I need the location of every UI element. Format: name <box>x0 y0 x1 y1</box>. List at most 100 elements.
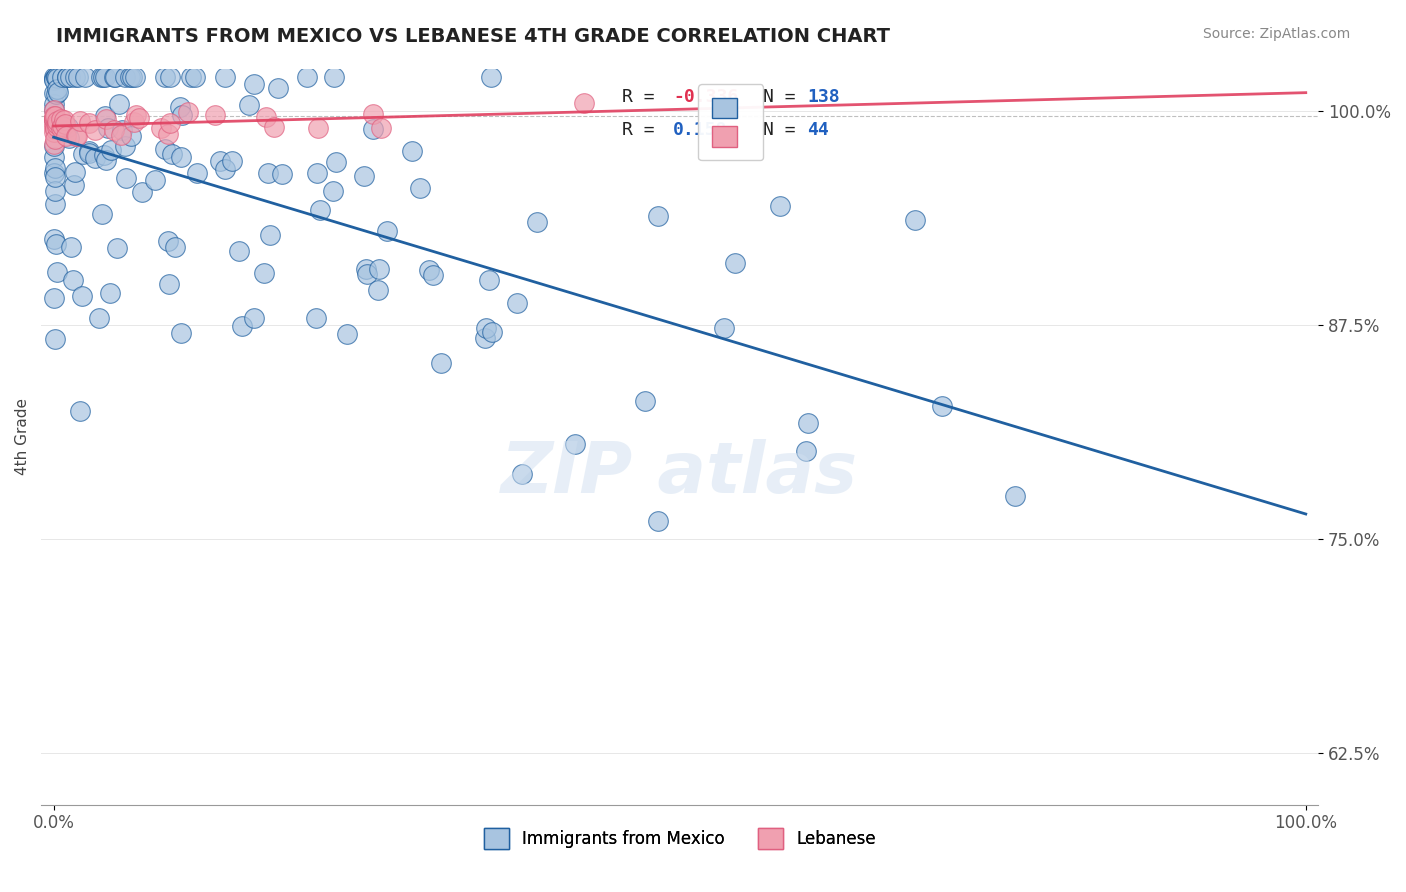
Point <box>55 70 77 84</box>
Point <box>66 129 89 144</box>
Point <box>114 70 136 84</box>
Point <box>44 132 66 146</box>
Point <box>44 125 66 139</box>
Point <box>107 97 129 112</box>
Point <box>263 120 285 134</box>
Point <box>42 112 65 126</box>
Point <box>170 150 193 164</box>
Point <box>221 153 243 168</box>
Point <box>367 261 389 276</box>
Point <box>121 70 143 84</box>
Point <box>353 169 375 183</box>
Point <box>105 241 128 255</box>
Point <box>254 110 277 124</box>
Point <box>159 115 181 129</box>
Point <box>214 162 236 177</box>
Point <box>44 332 66 346</box>
Point <box>305 310 328 325</box>
Point <box>295 70 318 84</box>
Text: ZIP atlas: ZIP atlas <box>501 439 858 508</box>
Point <box>170 326 193 340</box>
Point <box>53 117 76 131</box>
Point <box>103 70 125 84</box>
Point <box>51 70 73 84</box>
Point <box>114 139 136 153</box>
Point <box>42 73 65 87</box>
Point <box>58 120 80 134</box>
Point <box>564 437 586 451</box>
Point <box>131 185 153 199</box>
Point <box>271 167 294 181</box>
Point <box>91 70 114 84</box>
Text: Source: ZipAtlas.com: Source: ZipAtlas.com <box>1202 27 1350 41</box>
Point <box>204 108 226 122</box>
Point <box>45 87 67 102</box>
Point <box>231 318 253 333</box>
Point <box>153 70 176 84</box>
Point <box>51 120 73 135</box>
Point <box>177 104 200 119</box>
Text: N =: N = <box>762 87 806 105</box>
Point <box>243 310 266 325</box>
Point <box>163 240 186 254</box>
Point <box>51 112 73 126</box>
Point <box>481 325 503 339</box>
Point <box>145 173 167 187</box>
Point <box>103 123 125 137</box>
Point <box>59 70 82 85</box>
Point <box>214 70 236 84</box>
Point <box>336 326 359 341</box>
Point <box>128 111 150 125</box>
Point <box>375 224 398 238</box>
Point <box>46 114 69 128</box>
Point <box>62 272 84 286</box>
Point <box>62 178 84 193</box>
Point <box>45 70 67 84</box>
Point <box>42 112 65 126</box>
Point <box>42 71 65 86</box>
Point <box>904 213 927 227</box>
Point <box>479 70 502 84</box>
Point <box>44 109 66 123</box>
Point <box>408 181 430 195</box>
Point <box>574 95 596 110</box>
Point <box>45 120 67 134</box>
Point <box>42 291 65 305</box>
Point <box>97 121 120 136</box>
Point <box>309 202 332 217</box>
Point <box>510 467 533 482</box>
Point <box>118 70 141 84</box>
Point <box>361 122 384 136</box>
Point <box>797 416 820 430</box>
Point <box>94 70 117 84</box>
Point <box>1004 490 1026 504</box>
Point <box>51 119 73 133</box>
Point <box>430 356 453 370</box>
Point <box>243 77 266 91</box>
Point <box>73 70 96 84</box>
Point <box>305 166 328 180</box>
Point <box>104 70 127 84</box>
Point <box>72 147 94 161</box>
Point <box>238 97 260 112</box>
Point <box>87 310 110 325</box>
Point <box>208 154 231 169</box>
Point <box>418 263 440 277</box>
Point <box>70 288 93 302</box>
Point <box>100 143 122 157</box>
Point <box>157 277 180 292</box>
Point <box>84 151 107 165</box>
Point <box>67 70 90 84</box>
Point <box>257 166 280 180</box>
Point <box>93 148 115 162</box>
Point <box>153 142 176 156</box>
Point <box>65 165 87 179</box>
Point <box>69 114 91 128</box>
Point <box>475 321 498 335</box>
Point <box>98 285 121 300</box>
Point <box>474 331 496 345</box>
Point <box>110 128 132 143</box>
Point <box>325 155 347 169</box>
Point <box>44 97 66 112</box>
Point <box>156 235 179 249</box>
